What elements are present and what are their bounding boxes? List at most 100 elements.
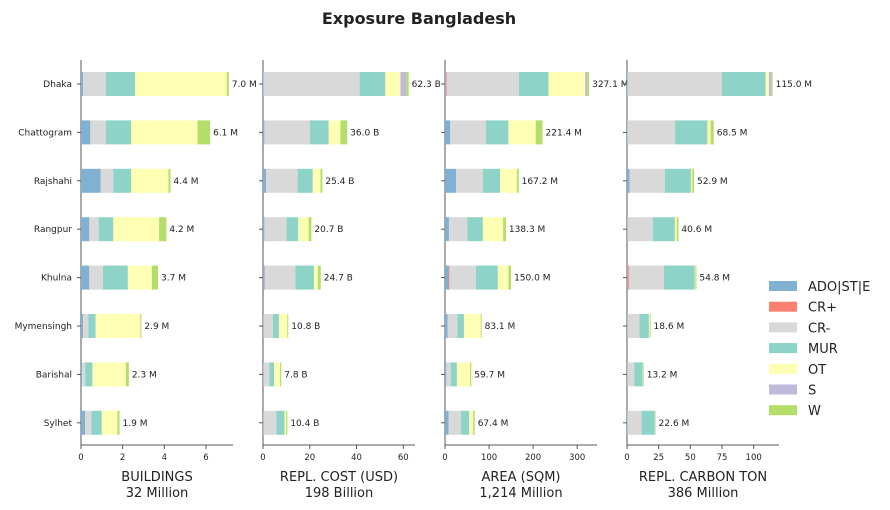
bar-segment-ot	[113, 217, 160, 242]
bar-segment-cr-	[82, 362, 86, 387]
bar-segment-mur	[91, 410, 102, 435]
bar-segment-ado-st-e	[81, 72, 84, 96]
data-label: 10.4 B	[290, 419, 319, 429]
x-tick-label: 50	[685, 453, 696, 463]
bar-segment-cr-	[83, 314, 89, 338]
legend-label: MUR	[808, 342, 838, 357]
x-tick-label: 40	[351, 453, 362, 463]
bar-segment-ado-st-e	[445, 168, 457, 193]
bar-segment-cr-	[627, 314, 640, 338]
data-label: 40.6 M	[681, 225, 712, 235]
bar-segment-w	[320, 168, 323, 193]
bar-segment-w	[287, 314, 289, 338]
data-label: 1.9 M	[123, 419, 148, 429]
bar-segment-mur	[482, 168, 501, 193]
data-label: 59.7 M	[474, 370, 505, 380]
bar-segment-ot	[130, 168, 169, 193]
bar-segment-w	[317, 265, 321, 290]
bar-segment-w	[710, 120, 714, 145]
bar-segment-cr-	[448, 265, 450, 290]
data-label: 150.0 M	[514, 274, 550, 284]
bar-segment-cr-	[627, 120, 676, 145]
bar-segment-ado-st-e	[81, 362, 83, 387]
data-label: 54.8 M	[699, 274, 730, 284]
bar-segment-ado-st-e	[81, 265, 90, 290]
bar-segment-mur	[641, 410, 655, 435]
bar-segment-mur	[475, 265, 498, 290]
legend-label: S	[808, 384, 816, 399]
bar-segment-ado-st-e	[627, 168, 630, 193]
bar-segment-cr-	[446, 72, 520, 96]
bar-segment-cr-	[446, 362, 451, 387]
panel-4: 0 25 50 75 100 115.0 M 68.5 M 52.9 M 40.6 M 54.8 …	[623, 60, 812, 501]
bar-segment-w	[340, 120, 348, 145]
bar-segment-cr-	[627, 217, 653, 242]
data-label: 22.6 M	[659, 419, 690, 429]
panel-2: 0 20 40 60 62.3 B 36.0 B 25.4 B 20.7 B 24.7 B 10.…	[259, 60, 441, 501]
data-label: 83.1 M	[485, 322, 516, 332]
bar-segment-w	[280, 362, 282, 387]
data-label: 7.0 M	[232, 80, 257, 90]
chart-title: Exposure Bangladesh	[322, 9, 516, 28]
x-tick-label: 60	[398, 453, 409, 463]
bar-segment-ado-st-e	[445, 362, 447, 387]
bar-segment-mur	[98, 217, 114, 242]
bar-segment-w	[197, 120, 211, 145]
data-label: 2.9 M	[144, 322, 169, 332]
data-label: 3.7 M	[161, 274, 186, 284]
bar-segment-mur	[310, 120, 329, 145]
bar-segment-ot	[273, 362, 281, 387]
data-label: 115.0 M	[776, 80, 812, 90]
bar-segment-cr-	[629, 168, 665, 193]
bar-segment-ot	[548, 72, 586, 96]
bar-segment-ado-st-e	[445, 72, 446, 96]
bar-segment-cr-	[628, 265, 664, 290]
bar-segment-ot	[313, 265, 318, 290]
x-axis-subtitle: 1,214 Million	[479, 486, 562, 501]
bar-segment-ado-st-e	[263, 265, 265, 290]
bar-segment-mur	[272, 314, 279, 338]
legend-label: ADO|ST|E	[808, 280, 870, 295]
data-label: 10.8 B	[291, 322, 320, 332]
legend-label: W	[808, 404, 821, 419]
legend-swatch	[769, 322, 797, 333]
bar-segment-cr-	[263, 410, 277, 435]
bar-segment-mur	[652, 217, 675, 242]
bar-segment-mur	[460, 410, 470, 435]
bar-segment-ado-st-e	[445, 410, 449, 435]
bar-segment-cr-	[266, 168, 298, 193]
bar-segment-cr-	[449, 265, 476, 290]
bar-segment-ado-st-e	[81, 120, 91, 145]
bar-segment-w	[470, 362, 472, 387]
bar-segment-mur	[276, 410, 285, 435]
bar-segment-w	[473, 410, 475, 435]
bar-segment-cr-	[456, 168, 483, 193]
bar-segment-w	[406, 72, 409, 96]
legend-swatch	[769, 384, 797, 395]
x-tick-label: 0	[260, 453, 265, 463]
bar-segment-ado-st-e	[263, 168, 267, 193]
bar-segment-ot	[469, 410, 474, 435]
bar-segment-ado-st-e	[445, 120, 451, 145]
bar-segment-ado-st-e	[81, 217, 90, 242]
x-tick-label: 100	[746, 453, 762, 463]
panel-1: 0 2 4 6 Dhaka 7.0 M Chattogram 6.1 M Rajshahi 4.4…	[15, 60, 257, 501]
bar-segment-ot	[765, 72, 769, 96]
bar-segment-cr-	[263, 362, 270, 387]
x-tick-label: 200	[525, 453, 541, 463]
legend-swatch	[769, 405, 797, 416]
bar-segment-ot	[101, 410, 118, 435]
x-axis-subtitle: 198 Billion	[305, 486, 374, 501]
panel-3: 0 100 200 300 327.1 M 221.4 M 167.2 M 138.3 M 15…	[441, 60, 629, 501]
category-label: Mymensingh	[15, 322, 72, 332]
data-label: 18.6 M	[654, 322, 685, 332]
bar-segment-cr-	[89, 217, 99, 242]
bar-segment-w	[535, 120, 543, 145]
x-axis-subtitle: 32 Million	[126, 486, 189, 501]
bar-segment-w	[226, 72, 229, 96]
bar-segment-ado-st-e	[263, 217, 265, 242]
x-axis-label: REPL. COST (USD)	[280, 470, 398, 485]
bar-segment-ado-st-e	[627, 410, 628, 435]
bar-segment-cr-	[627, 362, 635, 387]
bar-segment-cr-	[627, 265, 629, 290]
